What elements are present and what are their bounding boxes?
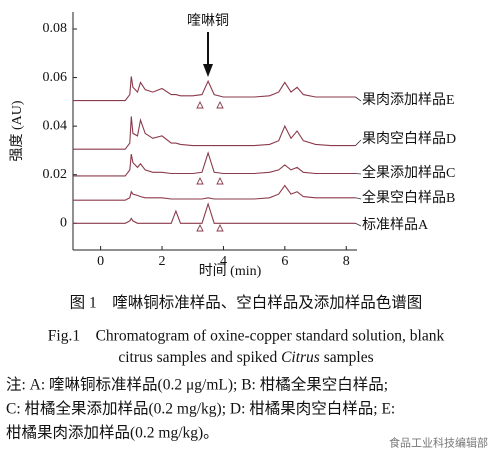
caption-en: Fig.1 Chromatogram of oxine-copper stand… xyxy=(48,328,445,345)
note: 柑橘果肉添加样品(0.2 mg/kg)。 xyxy=(6,424,219,442)
trace xyxy=(73,202,356,224)
y-tick-label: 0.02 xyxy=(43,167,68,182)
y-axis-title: 强度 (AU) xyxy=(9,100,25,161)
label-leader xyxy=(355,173,362,175)
y-tick-label: 0.08 xyxy=(43,21,68,36)
caption-en: citrus samples and spiked Citrus samples xyxy=(118,349,373,366)
y-tick-label: 0.06 xyxy=(43,70,68,85)
label-leader xyxy=(355,222,362,227)
annotation: 喹啉铜 xyxy=(187,13,229,29)
trace xyxy=(73,116,356,150)
caption-part: samples xyxy=(320,349,374,366)
series-label: 全果添加样品C xyxy=(362,164,455,181)
label-leader xyxy=(355,197,362,200)
x-tick-label: 0 xyxy=(97,254,104,269)
series-label: 果肉空白样品D xyxy=(362,131,456,147)
x-tick-label: 4 xyxy=(220,254,227,269)
x-axis-title: 时间 (min) xyxy=(199,263,262,279)
note: C: 柑橘全果添加样品(0.2 mg/kg); D: 柑橘果肉空白样品; E: xyxy=(6,400,395,418)
caption-part: citrus samples and spiked xyxy=(118,349,281,366)
y-tick-label: 0 xyxy=(60,216,67,231)
x-tick-label: 6 xyxy=(281,254,288,269)
arrow-head xyxy=(203,64,213,77)
trace xyxy=(73,184,356,201)
caption-part: Citrus xyxy=(281,349,320,366)
series-label: 全果空白样品B xyxy=(362,189,455,206)
series-label: 果肉添加样品E xyxy=(362,92,455,108)
series-label: 标准样品A xyxy=(362,217,429,233)
watermark: 食品工业科技编辑部 xyxy=(389,436,488,450)
note: 注: A: 喹啉铜标准样品(0.2 μg/mL); B: 柑橘全果空白样品; xyxy=(6,376,388,394)
x-tick-label: 2 xyxy=(159,254,166,269)
label-leader xyxy=(355,139,362,146)
trace xyxy=(73,151,356,177)
caption-cn: 图 1 喹啉铜标准样品、空白样品及添加样品色谱图 xyxy=(70,294,423,312)
x-tick-label: 8 xyxy=(343,254,350,269)
y-tick-label: 0.04 xyxy=(43,118,68,133)
peak-markers xyxy=(196,100,224,232)
trace xyxy=(73,76,356,102)
label-leader xyxy=(355,96,362,102)
